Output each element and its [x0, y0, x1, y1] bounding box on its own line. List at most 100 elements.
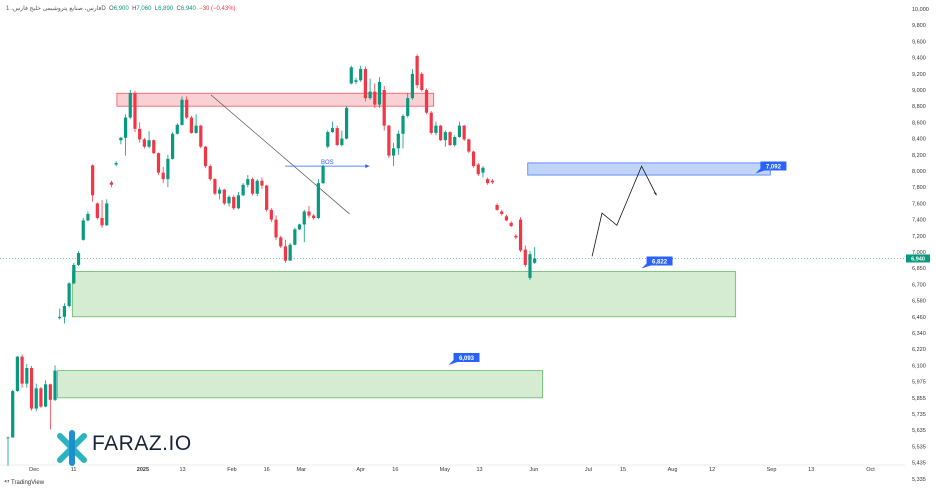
candle-body — [241, 184, 245, 196]
y-tick-label: 9,000 — [912, 88, 926, 94]
candle-body — [387, 125, 391, 156]
candle-body — [39, 388, 43, 407]
demand-upper-label-badge — [641, 256, 673, 269]
low-value: 6,890 — [158, 6, 174, 12]
candle-body — [29, 367, 34, 409]
zone-demand-upper — [71, 271, 737, 318]
candle-body — [462, 125, 466, 140]
resistance-label: 7,092 — [766, 165, 782, 171]
candle-body — [340, 138, 344, 146]
x-tick-label: Dec — [29, 467, 39, 473]
high-label: H — [132, 6, 137, 12]
y-tick-label: 5,335 — [912, 477, 926, 483]
candle-body — [467, 139, 471, 152]
x-tick-label: 13 — [808, 467, 814, 473]
candle-body — [533, 258, 537, 263]
candle-body — [490, 180, 494, 183]
x-tick-label: 16 — [392, 467, 398, 473]
candle-body — [227, 196, 231, 204]
candle-body — [514, 235, 518, 238]
candle-body — [166, 158, 170, 180]
y-tick-label: 5,435 — [912, 461, 926, 467]
candle-body — [119, 137, 123, 141]
y-tick-label: 8,200 — [912, 153, 926, 159]
candle-body — [142, 139, 146, 147]
candle-body — [265, 185, 269, 210]
candle-body — [58, 316, 62, 319]
y-tick-label: 6,580 — [912, 299, 926, 305]
logo-text: FARAZ.IO — [92, 432, 192, 455]
y-tick-label: 8,400 — [912, 137, 926, 143]
candle-body — [20, 356, 24, 384]
y-tick-label: 5,635 — [912, 428, 926, 434]
candle-body — [377, 81, 382, 105]
bos-label: BOS — [321, 160, 334, 166]
candle-body — [312, 215, 316, 218]
candle-body — [316, 183, 320, 218]
candle-body — [443, 132, 447, 141]
tradingview-text: TradingView — [11, 480, 45, 486]
candle-body — [504, 216, 509, 221]
y-tick-label: 9,600 — [912, 39, 926, 45]
candle-body — [392, 148, 396, 156]
candle-body — [476, 164, 480, 175]
candle-body — [528, 254, 532, 278]
y-tick-label: 8,600 — [912, 120, 926, 126]
candle-body — [302, 211, 306, 225]
candle-body — [213, 179, 217, 194]
y-tick-label: 7,000 — [912, 250, 926, 256]
x-tick-label: 15 — [620, 467, 626, 473]
candle-body — [156, 153, 161, 173]
candle-body — [326, 132, 330, 147]
candle-body — [453, 136, 457, 146]
x-tick-label: 12 — [709, 467, 715, 473]
y-tick-label: 5,975 — [912, 380, 926, 386]
candle-body — [406, 98, 410, 116]
open-label: O — [109, 6, 114, 12]
candle-body — [133, 93, 137, 129]
candle-body — [180, 99, 184, 125]
candle-body — [359, 68, 363, 81]
symbol-name: فارس، صنایع پتروشیمی خلیج فارس، 1D — [6, 6, 106, 12]
candle-body — [53, 370, 57, 400]
y-tick-label: 8,800 — [912, 104, 926, 110]
x-tick-label: 13 — [476, 467, 482, 473]
candle-body — [236, 195, 241, 209]
tradingview-watermark: ⁴⁷ TradingView — [4, 480, 44, 486]
candle-body — [269, 209, 273, 220]
candle-body — [420, 73, 424, 90]
low-label: L — [154, 6, 159, 12]
resistance-label-badge — [755, 161, 787, 174]
candle-body — [354, 80, 358, 82]
y-tick-label: 7,800 — [912, 185, 926, 191]
x-tick-label: Jun — [530, 467, 539, 473]
candle-body — [434, 125, 438, 133]
candle-body — [109, 182, 114, 185]
candle-body — [189, 117, 193, 133]
x-tick-label: Aug — [668, 467, 678, 473]
x-tick-label: 16 — [264, 467, 270, 473]
candle-body — [297, 224, 302, 230]
demand-upper-label: 6,822 — [652, 260, 668, 266]
candle-body — [105, 203, 109, 226]
y-tick-label: 6,700 — [912, 282, 926, 288]
candle-body — [255, 180, 259, 194]
bos-arrow-icon — [365, 164, 370, 169]
candle-body — [307, 211, 311, 216]
candle-body — [471, 151, 476, 167]
candle-body — [495, 205, 499, 210]
candle-body — [429, 112, 433, 133]
candle-body — [208, 166, 212, 180]
candle-body — [274, 219, 278, 238]
candle-body — [349, 67, 353, 84]
candle-body — [246, 179, 250, 185]
demand-lower-label-badge — [448, 352, 480, 365]
candle-body — [218, 189, 222, 194]
close-label: C — [176, 6, 181, 12]
y-tick-label: 6,850 — [912, 266, 926, 272]
x-tick-label: 13 — [179, 467, 185, 473]
candle-body — [523, 249, 527, 265]
zone-supply — [116, 92, 435, 107]
candle-body — [161, 172, 165, 180]
